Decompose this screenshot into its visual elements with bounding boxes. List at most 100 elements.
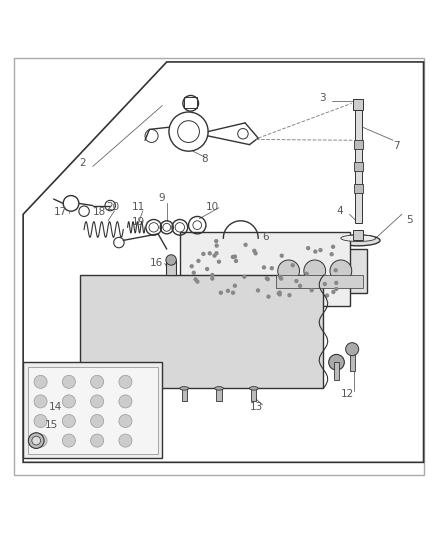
Circle shape [91, 375, 104, 389]
Circle shape [226, 289, 230, 293]
Text: 8: 8 [201, 154, 208, 164]
Circle shape [195, 279, 200, 284]
Circle shape [346, 343, 359, 356]
Circle shape [242, 274, 247, 279]
Text: 10: 10 [206, 202, 219, 212]
Text: 20: 20 [106, 202, 119, 212]
Circle shape [119, 434, 132, 447]
Circle shape [219, 290, 223, 295]
Circle shape [34, 375, 47, 389]
Circle shape [62, 375, 75, 389]
Text: 2: 2 [80, 158, 86, 168]
Bar [216, 389, 222, 401]
Circle shape [262, 265, 266, 270]
Circle shape [233, 254, 237, 259]
Circle shape [34, 434, 47, 447]
Bar [80, 275, 323, 389]
Circle shape [233, 284, 237, 288]
Circle shape [214, 251, 219, 255]
Circle shape [166, 255, 177, 265]
Circle shape [310, 288, 314, 293]
Circle shape [323, 282, 327, 286]
Circle shape [32, 436, 41, 445]
Circle shape [313, 249, 318, 254]
Circle shape [215, 244, 219, 248]
Circle shape [306, 246, 310, 251]
Circle shape [231, 255, 235, 259]
Circle shape [254, 251, 258, 255]
Circle shape [217, 260, 221, 264]
Circle shape [119, 415, 132, 427]
Circle shape [191, 271, 196, 275]
Circle shape [278, 292, 282, 296]
Bar [182, 389, 187, 401]
Text: 13: 13 [250, 402, 263, 412]
Circle shape [325, 293, 329, 298]
Text: 7: 7 [393, 141, 400, 151]
Text: 9: 9 [158, 193, 165, 203]
Circle shape [266, 294, 271, 299]
Circle shape [91, 415, 104, 427]
Circle shape [34, 415, 47, 427]
Bar [350, 349, 355, 371]
Bar [354, 162, 363, 171]
Circle shape [252, 249, 257, 253]
Circle shape [210, 277, 215, 281]
Bar [23, 362, 162, 458]
Circle shape [330, 260, 352, 282]
Circle shape [328, 354, 344, 370]
Circle shape [91, 434, 104, 447]
Bar [354, 140, 363, 149]
Text: 18: 18 [93, 207, 106, 217]
Bar [251, 389, 256, 401]
Ellipse shape [180, 386, 188, 390]
Circle shape [210, 273, 215, 277]
Bar [353, 230, 364, 240]
Text: 16: 16 [149, 259, 162, 269]
Text: 12: 12 [341, 389, 354, 399]
Circle shape [290, 263, 295, 268]
Circle shape [334, 287, 339, 291]
Circle shape [294, 279, 299, 283]
Circle shape [231, 290, 235, 295]
Circle shape [278, 260, 300, 282]
Circle shape [244, 243, 248, 247]
Text: 11: 11 [132, 202, 145, 212]
Bar [354, 184, 363, 192]
Ellipse shape [250, 386, 258, 390]
Circle shape [201, 252, 205, 256]
Circle shape [279, 277, 283, 281]
Circle shape [256, 288, 260, 293]
Circle shape [265, 276, 269, 280]
Circle shape [190, 264, 194, 269]
Text: 4: 4 [336, 206, 343, 216]
Text: 5: 5 [406, 215, 413, 225]
Circle shape [194, 277, 198, 281]
Circle shape [34, 395, 47, 408]
Circle shape [234, 259, 238, 263]
Bar [166, 260, 177, 275]
Circle shape [279, 254, 284, 258]
Text: 19: 19 [132, 217, 145, 227]
Bar [180, 232, 350, 305]
Circle shape [196, 259, 201, 263]
Circle shape [277, 290, 282, 295]
Circle shape [304, 272, 309, 276]
Bar [28, 367, 158, 454]
Bar [355, 110, 362, 223]
Circle shape [62, 434, 75, 447]
Circle shape [212, 254, 217, 258]
Circle shape [298, 284, 302, 288]
Bar [353, 99, 364, 110]
Circle shape [119, 395, 132, 408]
Circle shape [277, 291, 281, 295]
Bar [334, 362, 339, 379]
Text: 14: 14 [49, 402, 63, 412]
Circle shape [329, 252, 334, 256]
Circle shape [208, 251, 212, 255]
Text: 6: 6 [262, 232, 269, 243]
Circle shape [304, 260, 325, 282]
Circle shape [318, 248, 323, 252]
Circle shape [333, 268, 338, 272]
Circle shape [62, 395, 75, 408]
